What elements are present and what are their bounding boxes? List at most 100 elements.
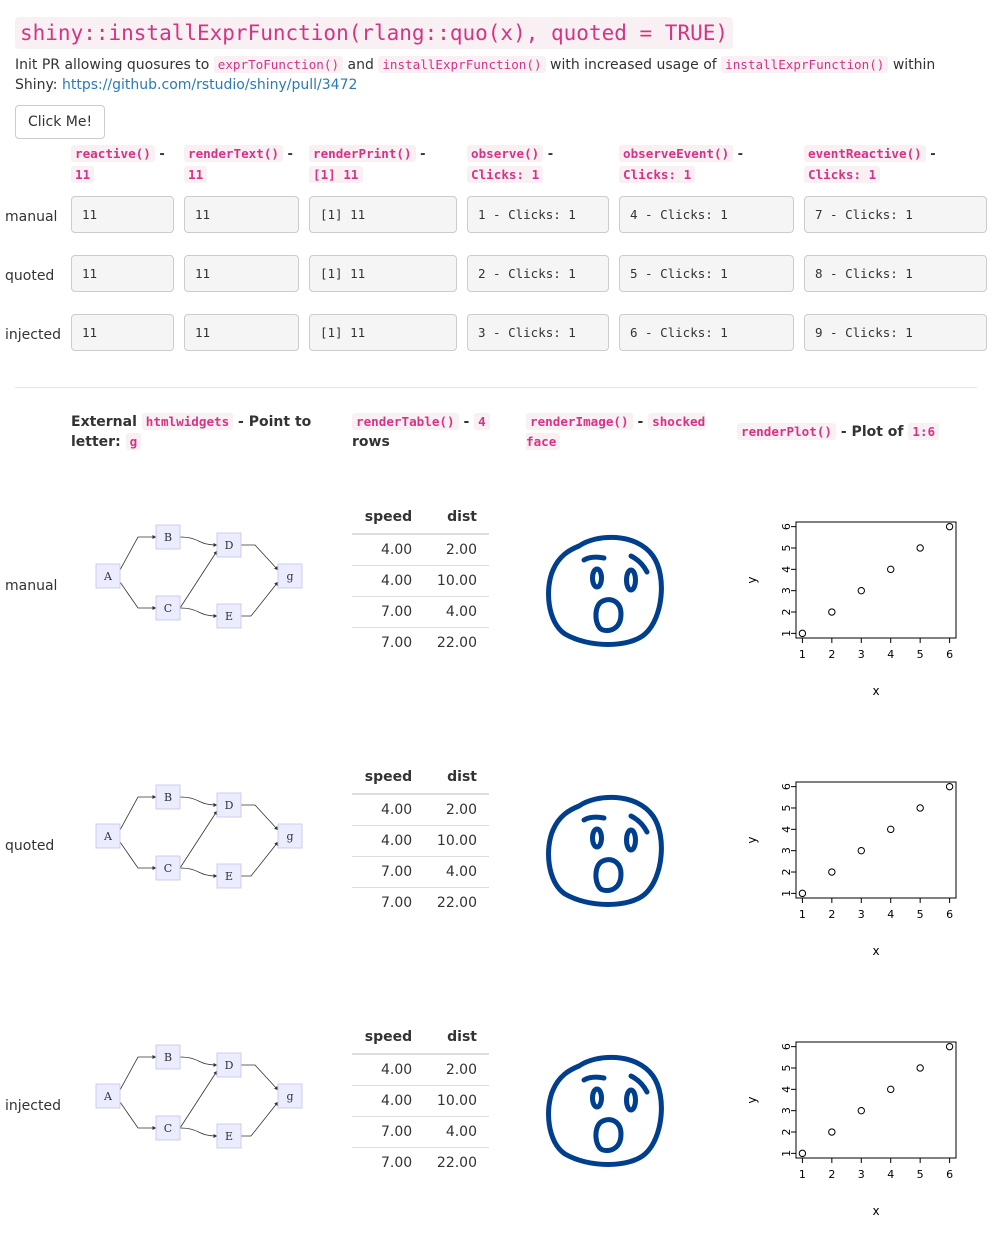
diagram-node-E: E <box>216 603 242 629</box>
intro-code: installExprFunction() <box>721 56 889 73</box>
table-header: dist <box>424 1022 489 1055</box>
table-cell: 4.00 <box>381 1062 413 1078</box>
diagram-node-B: B <box>155 524 181 550</box>
table-row: 7.00 22.00 <box>352 887 489 918</box>
table-cell: 2.00 <box>445 542 477 558</box>
data-point <box>857 846 865 855</box>
diagram-edge <box>119 1101 157 1130</box>
output-box: 2 - Clicks: 1 <box>467 255 609 292</box>
diagram-edge <box>119 1055 157 1091</box>
y-tick-label: 2 <box>780 1129 793 1136</box>
pr-link[interactable]: https://github.com/rstudio/shiny/pull/34… <box>61 77 358 93</box>
svg-text:A: A <box>103 830 113 843</box>
head-text: - Plot of <box>836 424 909 440</box>
y-tick-label: 5 <box>780 804 793 811</box>
col-head-observeevent: observeEvent() - Clicks: 1 <box>619 144 769 186</box>
diagram-edge <box>179 796 218 807</box>
y-tick-label: 4 <box>780 566 793 573</box>
head-renderplot: renderPlot() - Plot of 1:6 <box>737 422 987 442</box>
col-head-renderprint: renderPrint() - [1] 11 <box>309 144 439 186</box>
col-head-value: Clicks: 1 <box>467 166 544 183</box>
output-box: 11 <box>184 314 299 351</box>
x-tick-label: 1 <box>799 908 806 921</box>
head-code: renderPlot() <box>737 423 836 440</box>
col-head-code: observeEvent() <box>619 145 734 162</box>
x-tick-label: 6 <box>946 908 953 921</box>
shocked-face-image <box>546 534 664 647</box>
intro-text-part: within Shiny: <box>15 57 936 93</box>
y-tick-label: 3 <box>780 587 793 594</box>
diagram-edge <box>241 1064 279 1091</box>
table-cell: 4.00 <box>352 565 425 597</box>
output-box: 4 - Clicks: 1 <box>619 196 794 233</box>
col-head-sep: - <box>154 147 165 162</box>
head-code: 1:6 <box>908 423 940 440</box>
x-tick-label: 5 <box>917 1168 924 1181</box>
diagram-edge <box>241 804 279 831</box>
x-axis-label: x <box>872 1204 879 1218</box>
head-code: renderImage() <box>526 413 633 430</box>
svg-text:C: C <box>164 602 172 615</box>
data-point <box>828 1128 836 1136</box>
head-text: - Point to letter: <box>71 414 312 450</box>
click-me-button[interactable]: Click Me! <box>15 105 105 139</box>
x-tick-label: 1 <box>799 1168 806 1181</box>
row-label-manual: manual <box>5 209 58 225</box>
table-row: 4.00 2.00 <box>352 534 489 566</box>
x-tick-label: 4 <box>887 1168 894 1181</box>
scatter-plot: 1 2 3 4 5 6 1 2 3 4 5 6 x y <box>745 521 957 698</box>
svg-text:g: g <box>286 570 293 583</box>
table-row: 7.00 4.00 <box>352 1116 489 1148</box>
col-head-observe: observe() - Clicks: 1 <box>467 144 577 186</box>
diagram-edge <box>241 841 279 877</box>
x-tick-label: 3 <box>858 908 865 921</box>
data-point <box>945 782 954 791</box>
table-header: dist <box>424 502 489 535</box>
head-htmlwidgets: External htmlwidgets - Point to letter: … <box>71 412 331 452</box>
x-tick-label: 4 <box>887 908 894 921</box>
svg-text:g: g <box>286 830 293 843</box>
head-renderimage: renderImage() - shocked face <box>526 412 721 452</box>
col-head-sep: - <box>543 147 554 162</box>
intro-text-part: Init PR allowing quosures to <box>15 57 214 73</box>
diagram-node-g: g <box>277 563 303 589</box>
row-label-injected: injected <box>5 1098 61 1114</box>
diagram-node-B: B <box>155 784 181 810</box>
y-axis-label: y <box>745 1096 759 1103</box>
col-head-eventreactive: eventReactive() - Clicks: 1 <box>804 144 964 186</box>
flowchart-widget: A B C D Eg <box>95 524 303 629</box>
row-label-manual: manual <box>5 578 58 594</box>
output-box: 3 - Clicks: 1 <box>467 314 609 351</box>
output-box: [1] 11 <box>309 255 457 292</box>
data-point <box>798 629 807 638</box>
svg-text:B: B <box>164 1051 172 1064</box>
data-point <box>887 825 895 834</box>
col-head-rendertext: renderText() - 11 <box>184 144 302 186</box>
col-head-code: observe() <box>467 145 544 162</box>
data-point <box>945 522 954 531</box>
intro-code: installExprFunction() <box>378 56 546 73</box>
col-head-value: Clicks: 1 <box>619 166 696 183</box>
svg-text:g: g <box>286 1090 293 1103</box>
diagram-edge <box>179 1127 218 1138</box>
x-axis-label: x <box>872 944 879 958</box>
x-tick-label: 5 <box>917 908 924 921</box>
data-point <box>828 608 836 616</box>
table-cell: 22.00 <box>424 1147 489 1178</box>
intro-text-part: and <box>343 57 379 73</box>
table-cell: 4.00 <box>352 825 425 857</box>
diagram-node-C: C <box>155 595 181 621</box>
svg-text:B: B <box>164 791 172 804</box>
table-row: 7.00 4.00 <box>352 856 489 888</box>
intro-text-part: with increased usage of <box>545 57 722 73</box>
col-head-value: [1] 11 <box>309 166 363 183</box>
head-code: g <box>125 433 142 450</box>
table-row: 4.00 10.00 <box>352 1085 489 1117</box>
head-code: renderTable() <box>352 413 459 430</box>
table-row: 7.00 4.00 <box>352 596 489 628</box>
flowchart-widget: A B C D Eg <box>95 1044 303 1149</box>
table-cell: 7.00 <box>352 1147 425 1178</box>
render-table: speed dist 4.00 2.00 4.00 10.00 7.00 4.00 7.00 22… <box>352 1022 489 1178</box>
table-header: speed <box>352 762 425 795</box>
intro-code: exprToFunction() <box>213 56 344 73</box>
